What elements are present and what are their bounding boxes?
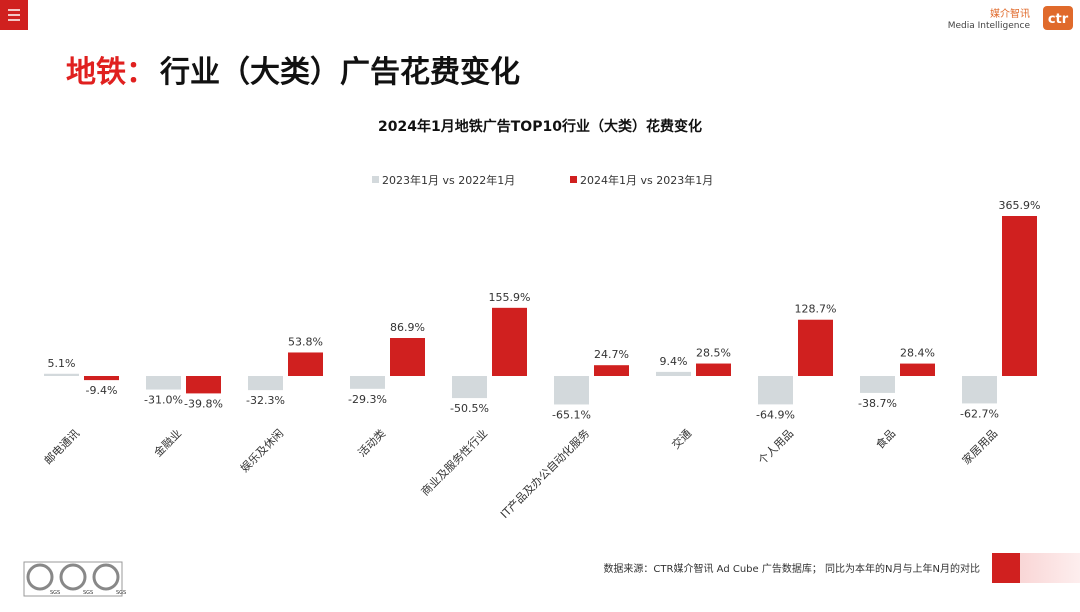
bar [656, 371, 691, 376]
value-label: 28.5% [696, 347, 731, 360]
footer-block [992, 553, 1020, 583]
x-tick-label: 邮电通讯 [42, 427, 82, 467]
bar [554, 376, 589, 405]
value-label: -32.3% [246, 394, 285, 407]
footer-band [1020, 553, 1080, 583]
bar [350, 376, 385, 389]
bar [248, 376, 283, 391]
menu-icon [8, 9, 20, 21]
x-tick-label: 金融业 [151, 426, 184, 459]
bar [390, 338, 425, 376]
x-tick-label: 家居用品 [959, 426, 1000, 467]
value-label: -65.1% [552, 408, 591, 421]
value-label: 9.4% [660, 355, 688, 368]
value-label: 365.9% [999, 199, 1041, 212]
bar [758, 376, 793, 405]
value-label: 86.9% [390, 321, 425, 334]
value-label: -29.3% [348, 393, 387, 406]
value-label: 155.9% [489, 291, 531, 304]
value-label: -62.7% [960, 407, 999, 420]
legend-swatch [372, 176, 379, 183]
legend-label: 2024年1月 vs 2023年1月 [580, 173, 713, 187]
bar [962, 376, 997, 404]
value-label: -64.9% [756, 408, 795, 421]
bar [860, 376, 895, 393]
cert-box [23, 561, 123, 597]
bar [288, 352, 323, 376]
chart-title: 2024年1月地铁广告TOP10行业（大类）花费变化 [378, 118, 702, 135]
value-label: 24.7% [594, 348, 629, 361]
bar [84, 376, 119, 381]
value-label: 5.1% [48, 357, 76, 370]
value-label: 28.4% [900, 347, 935, 360]
value-label: -50.5% [450, 402, 489, 415]
x-tick-label: 娱乐及休闲 [237, 426, 286, 475]
x-tick-label: 交通 [669, 426, 694, 451]
bar [798, 319, 833, 376]
logo-mark: ctr [1048, 12, 1069, 27]
value-label: 128.7% [795, 303, 837, 316]
x-tick-label: 个人用品 [756, 427, 796, 467]
bar [452, 376, 487, 399]
value-label: -9.4% [86, 384, 118, 397]
badge-text: SGS [116, 590, 126, 596]
value-label: -39.8% [184, 397, 223, 410]
bar [186, 376, 221, 394]
value-label: -31.0% [144, 394, 183, 407]
badge-text: SGS [50, 590, 60, 596]
value-label: -38.7% [858, 397, 897, 410]
x-tick-label: IT产品及办公自动化服务 [497, 426, 592, 521]
badge-text: SGS [83, 590, 93, 596]
slide-title: 行业（大类）广告花费变化 [159, 55, 520, 90]
logo-box [1043, 6, 1073, 30]
bar [594, 365, 629, 376]
cert-badges: SGS SGS SGS [26, 563, 126, 596]
bar [1002, 216, 1037, 376]
x-tick-label: 活动类 [355, 426, 388, 459]
value-label: 53.8% [288, 335, 323, 348]
legend-label: 2023年1月 vs 2022年1月 [382, 173, 515, 187]
bar [492, 307, 527, 376]
bar [44, 373, 79, 376]
source-note: 数据来源：CTR媒介智讯 Ad Cube 广告数据库； 同比为本年的N月与上年N… [603, 562, 980, 575]
slide-title-prefix: 地铁： [66, 55, 156, 90]
bar [696, 363, 731, 376]
logo-cn: 媒介智讯 [990, 7, 1030, 20]
x-tick-label: 商业及服务性行业 [418, 426, 490, 498]
legend-swatch [570, 176, 577, 183]
x-tick-label: 食品 [873, 426, 898, 451]
bar [146, 376, 181, 390]
bar [900, 363, 935, 376]
logo-en: Media Intelligence [948, 21, 1031, 31]
